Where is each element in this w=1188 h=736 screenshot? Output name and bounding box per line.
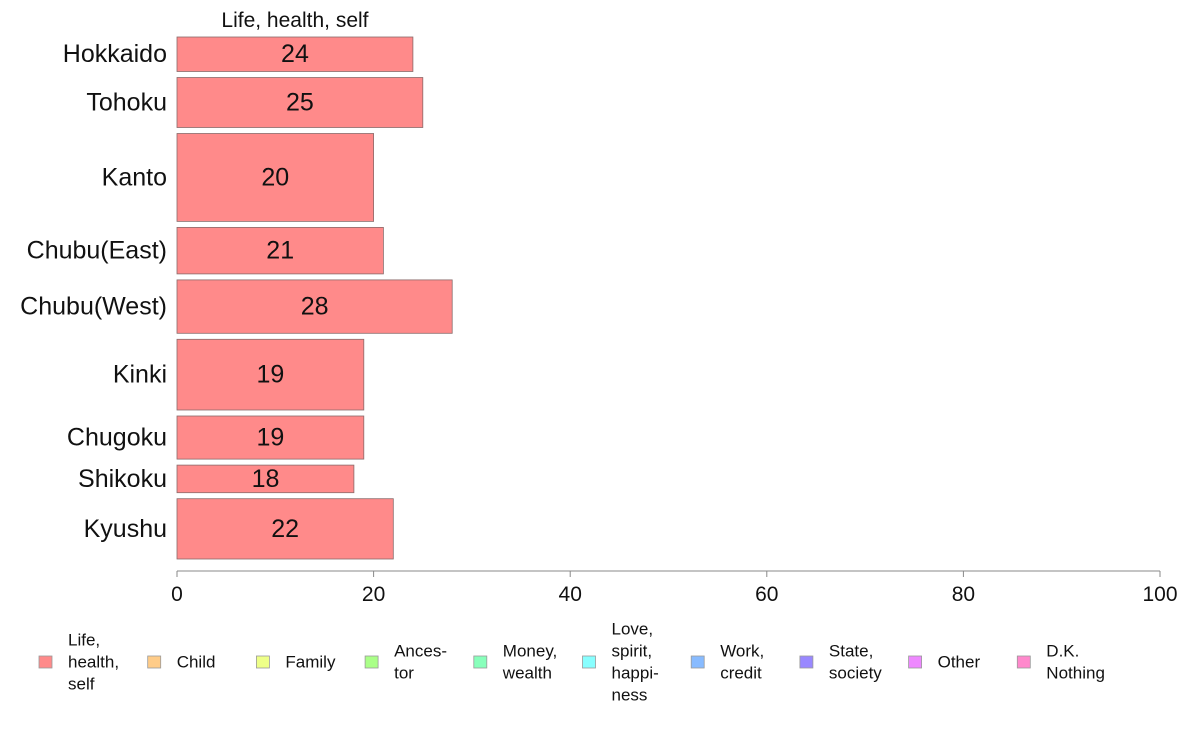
data-label: 20 [261, 163, 289, 191]
category-label: Tohoku [86, 88, 167, 116]
legend-label: Family [285, 653, 336, 672]
chart-title-group: Life, health, self [221, 9, 368, 32]
legend-label: Work, credit [720, 642, 764, 683]
category-label: Kyushu [84, 515, 167, 543]
legend-swatch [147, 655, 162, 669]
legend-label: State, society [829, 642, 882, 683]
legend-swatch [1016, 655, 1031, 669]
legend-swatch [255, 655, 270, 669]
bar-shikoku [176, 464, 355, 494]
panel-title: Life, health, self [221, 9, 368, 32]
data-label: 21 [266, 237, 294, 265]
category-label: Kanto [102, 163, 167, 191]
data-label: 22 [271, 515, 299, 543]
x-tick-label: 60 [755, 583, 778, 606]
x-tick-label: 80 [952, 583, 975, 606]
legend-swatch [38, 655, 53, 669]
legend-group: Life, health, self Child Family Ances-tor Mone… [38, 620, 1105, 705]
legend-label: D.K. Nothing [1046, 642, 1105, 683]
bar-kyushu [176, 498, 394, 560]
legend-label: Other [938, 653, 981, 672]
category-label: Hokkaido [63, 40, 167, 68]
x-axis-group: 0 20 40 60 80 100 [171, 570, 1178, 606]
data-label: 19 [256, 424, 284, 452]
category-label: Chubu(West) [20, 293, 167, 321]
bars-group: Hokkaido 24 Tohoku 25 Kanto 20 Chubu(East) 21 Ch… [20, 36, 453, 560]
x-tick-label: 40 [559, 583, 582, 606]
legend-label: Ances-tor [394, 642, 447, 683]
bar-tohoku [176, 77, 424, 128]
legend-swatch [799, 655, 814, 669]
category-label: Chubu(East) [27, 237, 167, 265]
bar-kinki [176, 338, 365, 411]
legend-label: Love, spirit, happi-ness [612, 620, 659, 705]
legend-swatch [473, 655, 488, 669]
legend-swatch [582, 655, 596, 669]
bar-chubu-east- [176, 226, 384, 275]
data-label: 24 [281, 40, 309, 68]
legend-swatch [364, 655, 379, 669]
data-label: 19 [256, 361, 284, 389]
legend-label: Life, health, self [68, 631, 119, 694]
x-tick-label: 20 [362, 583, 385, 606]
bar-chubu-west- [176, 279, 453, 334]
bar-hokkaido [176, 36, 414, 72]
legend-swatch [690, 655, 705, 669]
data-label: 25 [286, 88, 314, 116]
legend-label: Child [177, 653, 216, 672]
category-label: Kinki [113, 361, 167, 389]
x-tick-label: 0 [171, 583, 183, 606]
legend-swatch [908, 655, 922, 669]
category-label: Shikoku [78, 465, 167, 493]
x-tick-label: 100 [1142, 583, 1177, 606]
legend-label: Money, wealth [502, 642, 558, 683]
category-label: Chugoku [67, 424, 167, 452]
data-label: 18 [252, 465, 280, 493]
bar-chugoku [176, 415, 365, 460]
bar-kanto [176, 133, 375, 222]
data-label: 28 [301, 293, 329, 321]
